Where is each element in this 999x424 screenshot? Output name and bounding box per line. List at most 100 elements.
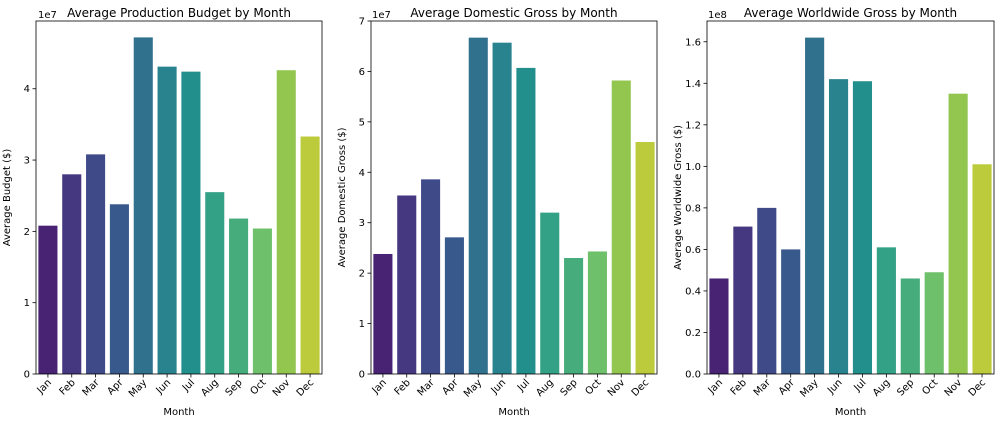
x-tick-label: Mar [752,377,774,399]
y-tick-label: 6 [359,67,365,78]
axes-frame [370,20,658,375]
chart-title: Average Domestic Gross by Month [410,6,617,20]
bar-jul [852,81,873,374]
axes-frame [706,20,995,375]
bar-mar [421,179,441,374]
x-tick-label: Jul [515,377,532,394]
x-tick-label: Dec [295,377,316,398]
bar-aug [205,192,225,374]
y-axis-label: Average Budget ($) [2,149,13,247]
bar-oct [587,251,607,374]
bar-dec [300,136,320,374]
bar-jun [828,79,849,374]
chart-panel-2: Jan Feb Mar Apr May Jun Jul Aug Sep Oct Nov Dec 0 1 2 3… [337,6,658,418]
y-tick-label: 0.4 [685,286,701,297]
x-tick-label: Nov [943,377,965,399]
bar-jun [492,42,512,375]
y-tick-label: 4 [359,168,365,179]
bar-jun [157,66,177,374]
chart-title: Average Production Budget by Month [67,6,291,20]
x-tick-label: May [127,377,149,399]
y-tick-label: 0 [24,370,30,381]
x-tick-label: May [798,377,820,399]
bar-nov [611,80,631,374]
x-tick-label: Oct [249,377,269,397]
bar-dec [972,164,992,374]
x-tick-label: Aug [199,377,221,399]
bar-jan [38,225,58,374]
x-tick-label: Apr [106,377,127,398]
y-tick-label: 3 [359,218,365,229]
y-tick-label: 7 [359,17,365,28]
x-tick-label: Jul [180,377,197,394]
chart-panel-3: Jan Feb Mar Apr May Jun Jul Aug Sep Oct Nov Dec 0.0 0… [673,6,995,418]
bar-jan [373,253,393,374]
bar-sep [564,258,584,374]
axes-frame [35,20,323,375]
bar-sep [900,278,920,374]
x-tick-label: Jun [154,377,174,397]
bar-mar [86,154,106,374]
x-axis-label: Month [163,407,194,418]
y-tick-label: 1.4 [685,79,701,90]
x-tick-label: Sep [224,377,245,398]
bar-jul [516,67,536,375]
bar-mar [757,207,777,374]
x-tick-label: Feb [58,377,78,397]
x-tick-label: Mar [81,377,103,399]
bar-feb [397,195,417,374]
y-tick-label: 0.8 [685,203,701,214]
bar-apr [109,204,129,374]
y-tick-label: 0.6 [685,245,701,256]
x-tick-label: Aug [534,377,556,399]
x-tick-label: Jul [852,377,869,394]
x-tick-label: Mar [416,377,438,399]
x-tick-label: Jun [825,377,845,397]
x-tick-label: Feb [393,377,413,397]
x-tick-label: Oct [920,377,940,397]
y-tick-label: 1 [24,298,30,309]
x-tick-label: Jan [706,377,725,396]
x-tick-label: Apr [777,377,798,398]
y-axis-label: Average Worldwide Gross ($) [673,125,684,270]
bar-jul [181,71,201,374]
x-tick-label: Dec [630,377,651,398]
y-axis-multiplier: 1e7 [38,10,57,21]
x-axis-label: Month [835,407,866,418]
y-tick-label: 0.0 [685,370,701,381]
x-tick-label: Jan [370,377,389,396]
x-tick-label: Aug [871,377,893,399]
x-tick-label: Nov [271,377,293,399]
x-tick-label: Jun [489,377,509,397]
bar-jan [709,278,729,374]
y-tick-label: 5 [359,117,365,128]
bar-feb [733,226,753,374]
y-tick-label: 1.6 [685,37,701,48]
chart-panel-1: Jan Feb Mar Apr May Jun Jul Aug Sep Oct Nov Dec 0 1 2 3… [2,6,323,418]
x-tick-label: Sep [559,377,580,398]
y-axis-multiplier: 1e7 [372,10,391,21]
bar-may [133,37,153,375]
bar-sep [229,218,249,374]
x-tick-label: Apr [441,377,462,398]
x-tick-label: Sep [895,377,916,398]
x-axis-label: Month [498,407,529,418]
y-tick-label: 1.0 [685,162,701,173]
y-axis-label: Average Domestic Gross ($) [337,127,348,267]
x-tick-label: Feb [729,377,749,397]
bar-oct [252,228,272,374]
y-tick-label: 2 [24,227,30,238]
y-tick-label: 3 [24,156,30,167]
y-tick-label: 1.2 [685,120,701,131]
x-tick-label: Oct [584,377,604,397]
chart-title: Average Worldwide Gross by Month [744,6,957,20]
x-tick-label: May [462,377,484,399]
bar-apr [781,249,801,374]
x-tick-label: Jan [35,377,54,396]
bar-nov [948,93,968,375]
bar-aug [876,247,896,374]
bar-feb [62,174,82,374]
y-tick-label: 2 [359,269,365,280]
y-tick-label: 1 [359,319,365,330]
